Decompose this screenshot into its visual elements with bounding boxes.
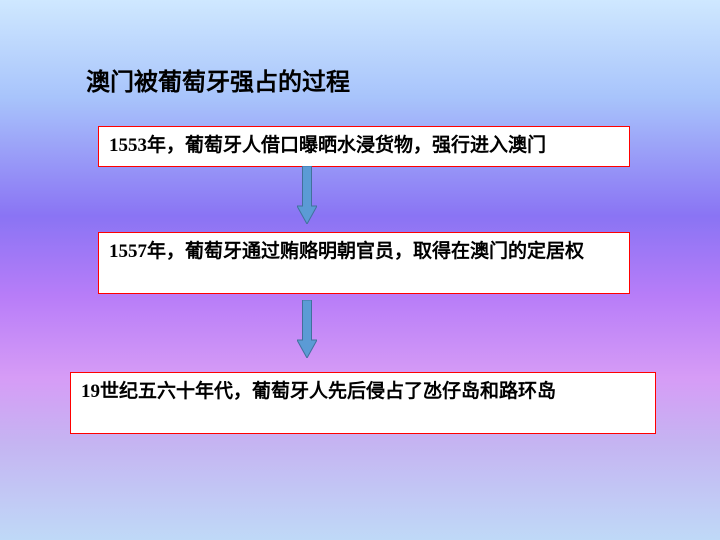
arrow-icon [297, 166, 317, 224]
flow-box-3: 19世纪五六十年代，葡萄牙人先后侵占了氹仔岛和路环岛 [70, 372, 656, 434]
slide-title: 澳门被葡萄牙强占的过程 [86, 62, 350, 97]
down-arrow-1 [297, 166, 317, 224]
down-arrow-2 [297, 300, 317, 358]
arrow-icon [297, 300, 317, 358]
slide: 澳门被葡萄牙强占的过程 1553年，葡萄牙人借口曝晒水浸货物，强行进入澳门 15… [0, 0, 720, 540]
flow-box-1: 1553年，葡萄牙人借口曝晒水浸货物，强行进入澳门 [98, 126, 630, 167]
flow-box-2: 1557年，葡萄牙通过贿赂明朝官员，取得在澳门的定居权 [98, 232, 630, 294]
